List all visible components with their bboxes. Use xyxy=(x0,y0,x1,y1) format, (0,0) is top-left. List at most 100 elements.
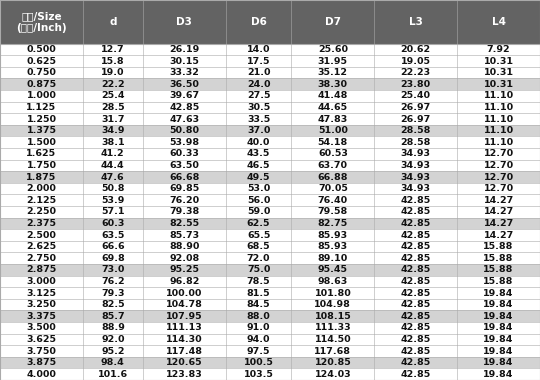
Bar xyxy=(457,229,540,241)
Bar xyxy=(374,276,457,287)
Bar xyxy=(0,183,83,195)
Bar xyxy=(0,125,83,136)
Bar xyxy=(226,102,292,113)
Bar xyxy=(0,310,83,322)
Bar xyxy=(83,171,143,183)
Text: 47.63: 47.63 xyxy=(169,115,199,124)
Bar xyxy=(226,90,292,102)
Text: 98.4: 98.4 xyxy=(101,358,125,367)
Bar xyxy=(143,345,226,357)
Text: 95.25: 95.25 xyxy=(169,265,199,274)
Text: 39.67: 39.67 xyxy=(169,91,199,100)
Text: 38.30: 38.30 xyxy=(318,80,348,89)
Text: 63.5: 63.5 xyxy=(101,231,125,239)
Bar xyxy=(374,136,457,148)
Text: 82.55: 82.55 xyxy=(169,219,199,228)
Bar xyxy=(0,160,83,171)
Text: 24.0: 24.0 xyxy=(247,80,271,89)
Text: 68.5: 68.5 xyxy=(247,242,271,251)
Bar xyxy=(143,310,226,322)
Bar xyxy=(83,102,143,113)
Bar xyxy=(143,55,226,67)
Text: 81.5: 81.5 xyxy=(247,288,271,298)
Text: 50.80: 50.80 xyxy=(169,126,199,135)
Bar xyxy=(374,195,457,206)
Bar xyxy=(374,252,457,264)
Bar xyxy=(83,183,143,195)
Bar xyxy=(374,148,457,160)
Bar xyxy=(292,310,374,322)
Text: 59.0: 59.0 xyxy=(247,207,270,216)
Bar xyxy=(143,171,226,183)
Bar xyxy=(292,125,374,136)
Bar xyxy=(143,183,226,195)
Text: 42.85: 42.85 xyxy=(401,358,431,367)
Bar xyxy=(374,241,457,252)
Bar xyxy=(374,67,457,79)
Bar xyxy=(292,345,374,357)
Text: 3.500: 3.500 xyxy=(26,323,56,332)
Bar xyxy=(226,252,292,264)
Bar xyxy=(292,229,374,241)
Text: 1.250: 1.250 xyxy=(26,115,56,124)
Text: 96.82: 96.82 xyxy=(169,277,199,286)
Bar xyxy=(226,55,292,67)
Text: 2.375: 2.375 xyxy=(26,219,56,228)
Bar xyxy=(0,218,83,229)
Bar xyxy=(143,206,226,218)
Text: 3.125: 3.125 xyxy=(26,288,56,298)
Bar xyxy=(374,299,457,310)
Bar xyxy=(226,183,292,195)
Text: 70.05: 70.05 xyxy=(318,184,348,193)
Bar xyxy=(83,252,143,264)
Text: 54.18: 54.18 xyxy=(318,138,348,147)
Bar xyxy=(374,44,457,55)
Bar xyxy=(83,310,143,322)
Bar xyxy=(226,67,292,79)
Text: 101.80: 101.80 xyxy=(314,288,351,298)
Text: 19.0: 19.0 xyxy=(101,68,125,77)
Bar xyxy=(292,241,374,252)
Text: 33.32: 33.32 xyxy=(170,68,199,77)
Text: L3: L3 xyxy=(409,17,423,27)
Bar xyxy=(0,241,83,252)
Bar xyxy=(374,113,457,125)
Text: L4: L4 xyxy=(491,17,505,27)
Bar xyxy=(457,0,540,44)
Bar xyxy=(83,322,143,334)
Text: 19.84: 19.84 xyxy=(483,300,514,309)
Text: 120.85: 120.85 xyxy=(314,358,351,367)
Text: 10.31: 10.31 xyxy=(484,68,514,77)
Text: 19.84: 19.84 xyxy=(483,335,514,344)
Text: 25.60: 25.60 xyxy=(318,45,348,54)
Bar xyxy=(292,102,374,113)
Bar xyxy=(0,148,83,160)
Bar xyxy=(226,276,292,287)
Bar xyxy=(143,125,226,136)
Text: 117.68: 117.68 xyxy=(314,347,352,356)
Text: 23.80: 23.80 xyxy=(401,80,431,89)
Bar xyxy=(226,79,292,90)
Text: 42.85: 42.85 xyxy=(401,312,431,321)
Bar xyxy=(292,0,374,44)
Bar xyxy=(143,357,226,368)
Bar xyxy=(457,102,540,113)
Text: 111.33: 111.33 xyxy=(314,323,351,332)
Bar xyxy=(0,345,83,357)
Bar xyxy=(374,79,457,90)
Bar xyxy=(292,334,374,345)
Text: 36.50: 36.50 xyxy=(170,80,199,89)
Bar xyxy=(143,160,226,171)
Text: 1.625: 1.625 xyxy=(26,149,57,158)
Bar xyxy=(292,67,374,79)
Bar xyxy=(374,229,457,241)
Bar xyxy=(292,148,374,160)
Text: 114.30: 114.30 xyxy=(166,335,202,344)
Text: 60.3: 60.3 xyxy=(101,219,125,228)
Bar xyxy=(0,195,83,206)
Bar xyxy=(143,136,226,148)
Bar xyxy=(0,229,83,241)
Bar xyxy=(0,334,83,345)
Text: 19.84: 19.84 xyxy=(483,312,514,321)
Bar xyxy=(292,287,374,299)
